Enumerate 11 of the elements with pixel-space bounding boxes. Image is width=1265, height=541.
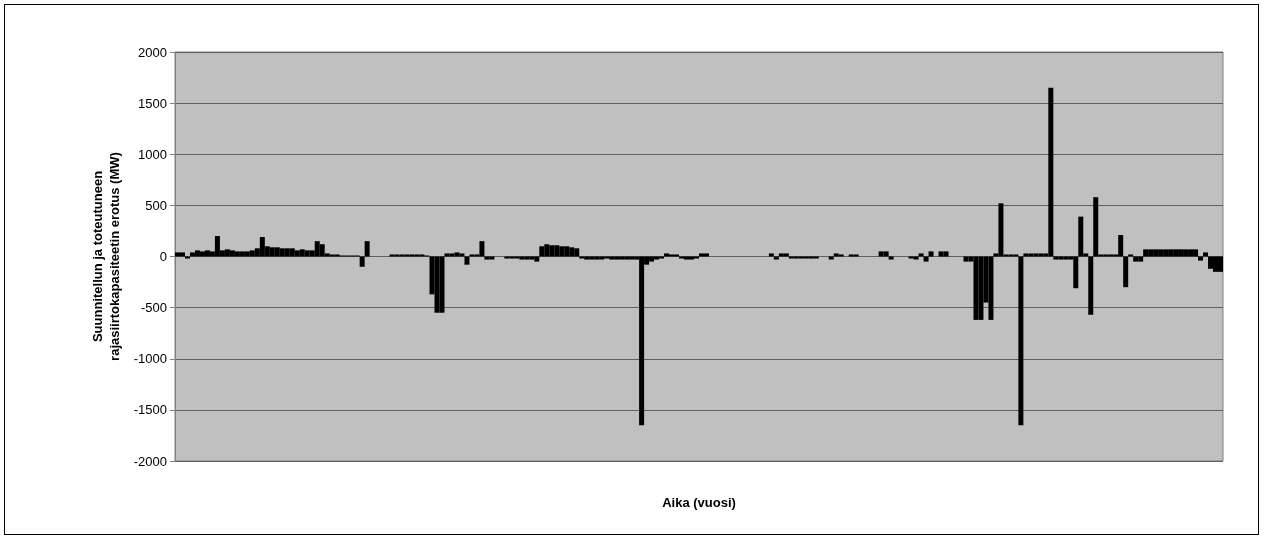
y-axis-title: Suunnitellun ja toteutuneen rajasiirtokapasiteetin erotus (MW) bbox=[89, 152, 122, 361]
y-tick-label: -1500 bbox=[133, 402, 167, 418]
y-tick-label: 500 bbox=[145, 197, 167, 213]
y-tick-label: -500 bbox=[140, 300, 167, 316]
y-tick-label: 0 bbox=[159, 249, 167, 264]
y-tick-label: 1000 bbox=[138, 146, 167, 162]
x-axis-title: Aika (vuosi) bbox=[662, 495, 736, 510]
y-tick-label: 2000 bbox=[138, 44, 167, 60]
y-tick-label: 1500 bbox=[138, 95, 167, 111]
y-tick-label: -2000 bbox=[133, 453, 167, 469]
y-tick-label: -1000 bbox=[133, 351, 167, 367]
